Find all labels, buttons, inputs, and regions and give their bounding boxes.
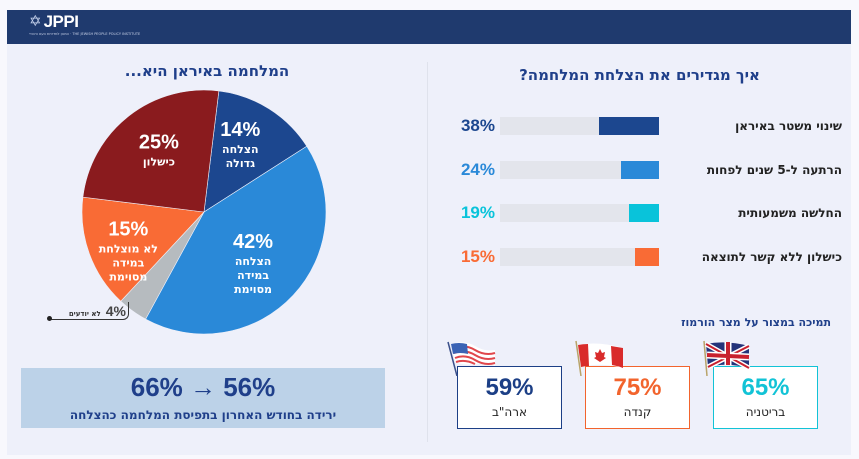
country-label: בריטניה [745,405,786,419]
country-value: 59% [485,374,534,401]
star-of-david-icon: ✡ [29,12,42,30]
bar-chart-title: איך מגדירים את הצלחת המלחמה? [519,66,760,84]
drop-label: ירידה בחודש האחרון בתפיסת המלחמה כהצלחה [69,408,337,422]
pie-slice-label: לא מוצלחת [99,243,158,256]
drop-values: 66% → 56% [130,372,276,402]
canada-flag-icon [573,340,625,380]
pie-slice-value: 42% [233,231,273,253]
pie-slice-label: במידה [112,257,144,270]
callout-value: 4% [105,303,126,319]
usa-flag-icon [445,340,497,380]
pie-slice-label: מסוימת [234,283,272,296]
callout-line [50,302,129,320]
header-bar: ✡ JPPI המכון למדיניות העם היהודי · THE J… [7,10,851,44]
bar-row: 38% שינוי משטר באיראן [452,116,842,136]
pie-slice-label: הצלחה [235,255,272,268]
pie-slice-label: כישלון [143,155,175,168]
bar-label: הרתעה ל-5 שנים לפחות [706,163,842,177]
country-card: 59% ארה"ב [457,366,562,429]
country-label: קנדה [623,405,652,419]
bar-fill [635,248,659,266]
bar-track [500,204,659,222]
pie-slice [145,145,327,335]
bar-row: 24% הרתעה ל-5 שנים לפחות [452,160,842,180]
uk-flag-icon [701,340,753,380]
callout-dot [47,316,52,321]
logo-text: JPPI [43,12,79,31]
country-value: 65% [741,374,790,401]
bar-track [500,248,659,266]
pie-slice-value: 25% [139,131,179,153]
pie-slice [203,90,308,213]
drop-summary-box: 66% → 56% ירידה בחודש האחרון בתפיסת המלח… [21,368,385,428]
bar-fill [628,204,659,222]
bar-value: 38% [460,116,495,135]
pie-slice-value: 14% [220,119,260,141]
infographic-panel: ✡ JPPI המכון למדיניות העם היהודי · THE J… [7,10,851,455]
bar-track [500,117,659,135]
bar-label: כישלון ללא קשר לתוצאה [701,250,842,264]
country-card: 75% קנדה [585,366,690,429]
jppi-logo[interactable]: ✡ JPPI המכון למדיניות העם היהודי · THE J… [29,13,140,41]
bar-value: 19% [460,203,495,222]
pie-slice-label: מסוימת [109,271,147,284]
pie-chart-title: המלחמה באיראן היא... [124,62,290,80]
hormuz-title: תמיכה במצור על מצר הורמוז [681,316,831,329]
bar-value: 24% [460,160,495,179]
country-label: ארה"ב [491,405,528,419]
pie-slice-value: 15% [108,219,148,241]
bar-label: שינוי משטר באיראן [735,119,842,133]
country-card: 65% בריטניה [713,366,818,429]
pie-slice [81,196,205,302]
pie-slice-label: הצלחה [222,143,259,156]
dont-know-callout: 4% לא יודעים [54,303,126,319]
column-divider [427,62,428,442]
bar-track [500,161,659,179]
bar-value: 15% [460,247,495,266]
country-value: 75% [613,374,662,401]
bar-label: החלשה משמעותית [738,206,842,220]
bar-row: 15% כישלון ללא קשר לתוצאה [452,247,842,267]
logo-subtitle: המכון למדיניות העם היהודי · THE JEWISH P… [29,32,141,36]
pie-slice-label: גדולה [226,157,255,170]
pie-slice [82,89,220,213]
bar-fill [598,117,659,135]
pie-slice-label: במידה [237,269,269,282]
callout-label: לא יודעים [68,310,101,318]
bar-row: 19% החלשה משמעותית [452,203,842,223]
bar-fill [620,161,659,179]
